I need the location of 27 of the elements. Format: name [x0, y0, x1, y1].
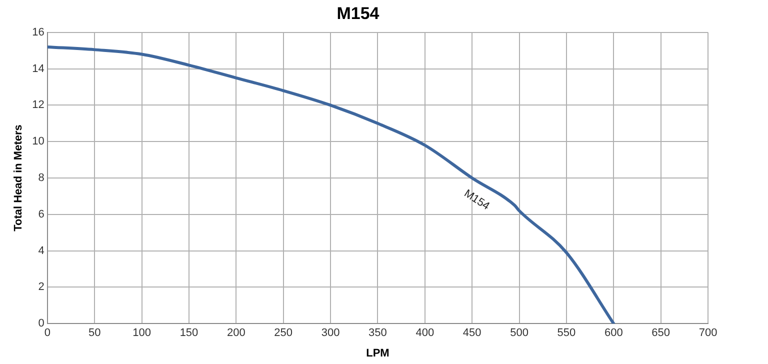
y-tick-label: 12 — [32, 99, 44, 112]
y-tick-label: 10 — [32, 136, 44, 148]
x-tick-label: 400 — [416, 327, 434, 340]
y-tick-label: 6 — [38, 208, 44, 220]
x-tick-label: 300 — [321, 327, 340, 340]
x-tick-label: 550 — [557, 327, 576, 340]
x-tick-label: 150 — [180, 327, 198, 340]
y-axis-title: Total Head in Meters — [12, 124, 25, 232]
x-tick-label: 250 — [274, 327, 293, 340]
x-tick-label: 100 — [132, 327, 151, 340]
x-tick-label: 350 — [368, 327, 387, 340]
x-tick-label: 200 — [226, 327, 246, 340]
x-tick-label: 450 — [462, 327, 482, 340]
x-tick-label: 500 — [510, 327, 528, 340]
y-tick-label: 4 — [38, 244, 44, 257]
y-tick-label: 14 — [32, 62, 44, 75]
line-series — [47, 45, 616, 324]
y-tick-label: 2 — [38, 281, 44, 294]
x-tick-label: 650 — [652, 327, 670, 340]
x-tick-label: 700 — [698, 327, 718, 340]
y-tick-label: 8 — [38, 172, 44, 184]
x-axis-title: LPM — [366, 347, 390, 360]
x-tick-label: 600 — [604, 327, 623, 340]
y-tick-label: 16 — [32, 26, 44, 38]
chart-title: M154 — [336, 4, 380, 23]
y-tick-label: 0 — [38, 318, 44, 330]
x-tick-label: 50 — [88, 327, 101, 340]
